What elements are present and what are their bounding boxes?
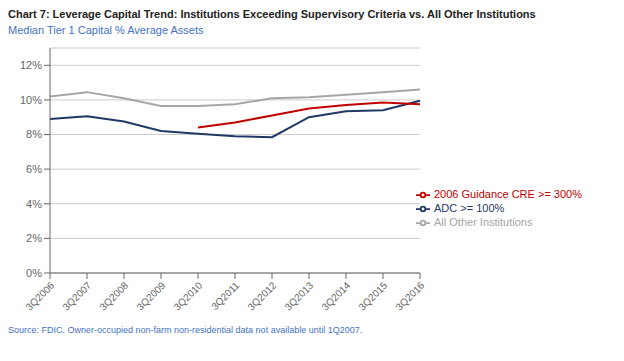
svg-text:3Q2007: 3Q2007 (60, 279, 93, 312)
svg-text:3Q2009: 3Q2009 (134, 279, 167, 312)
svg-text:10%: 10% (20, 94, 42, 106)
html-text:Source: FDIC. Owner-occupied n: Source: FDIC. Owner-occupied non-farm no… (8, 325, 363, 335)
svg-text:3Q2015: 3Q2015 (356, 279, 389, 312)
svg-text:4%: 4% (26, 198, 42, 210)
svg-text:6%: 6% (26, 163, 42, 175)
html-text:Chart 7: Leverage Capital Tren: Chart 7: Leverage Capital Trend: Institu… (8, 8, 536, 20)
svg-text:3Q2008: 3Q2008 (97, 279, 130, 312)
svg-text:2%: 2% (26, 232, 42, 244)
svg-text:3Q2006: 3Q2006 (23, 279, 56, 312)
svg-text:3Q2010: 3Q2010 (171, 279, 204, 312)
html-text:2006 Guidance CRE >= 300%: 2006 Guidance CRE >= 300% (434, 188, 582, 200)
html-text:ADC >= 100%: ADC >= 100% (434, 202, 505, 215)
svg-text:0%: 0% (26, 267, 42, 279)
svg-text:3Q2014: 3Q2014 (319, 279, 352, 312)
svg-text:3Q2012: 3Q2012 (245, 279, 278, 312)
svg-text:3Q2016: 3Q2016 (393, 279, 426, 312)
svg-text:3Q2013: 3Q2013 (282, 279, 315, 312)
html-text:Median Tier 1 Capital % Averag: Median Tier 1 Capital % Average Assets (8, 24, 204, 36)
svg-text:3Q2011: 3Q2011 (209, 279, 242, 312)
svg-text:12%: 12% (20, 59, 42, 71)
svg-text:8%: 8% (26, 128, 42, 140)
html-text:All Other Institutions: All Other Institutions (434, 216, 533, 229)
